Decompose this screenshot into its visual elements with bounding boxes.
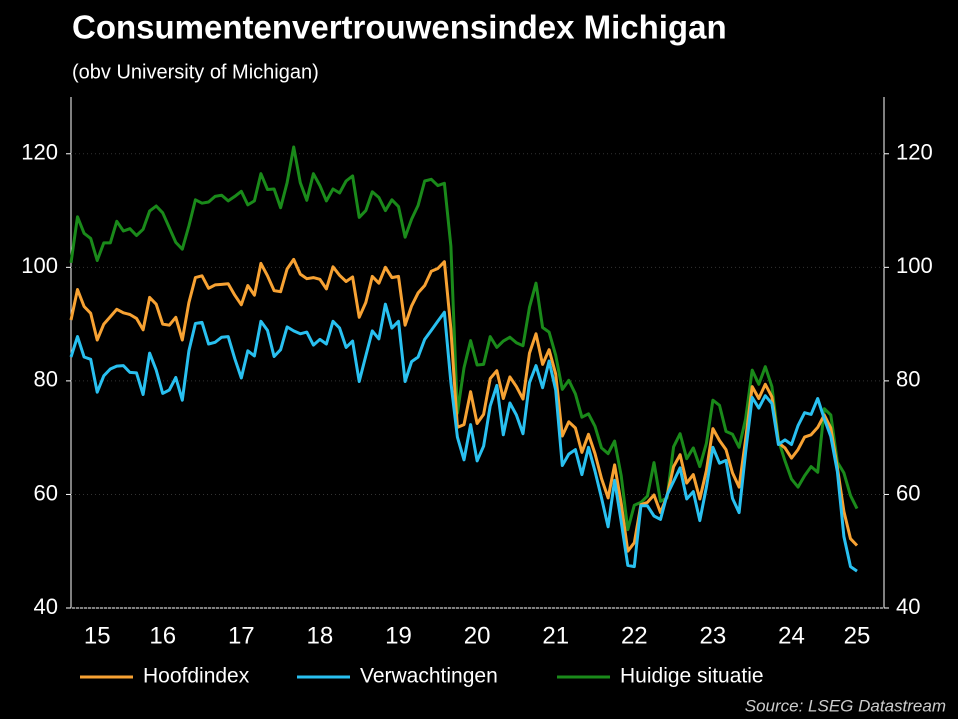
x-tick-label: 23: [700, 622, 727, 649]
legend-label: Hoofdindex: [143, 665, 250, 688]
chart-subtitle: (obv University of Michigan): [72, 61, 319, 83]
y2-tick-label: 40: [896, 594, 920, 619]
y2-tick-label: 80: [896, 367, 920, 392]
series-line: [69, 302, 858, 573]
x-tick-label: 15: [84, 622, 111, 649]
y-tick-label: 40: [34, 594, 58, 619]
y-tick-label: 80: [34, 367, 58, 392]
x-tick-label: 19: [385, 622, 412, 649]
y-tick-label: 60: [34, 480, 58, 505]
chart-title: Consumentenvertrouwensindex Michigan: [72, 9, 727, 46]
y-tick-label: 100: [21, 253, 58, 278]
y-tick-label: 120: [21, 140, 58, 165]
y2-tick-label: 100: [896, 253, 933, 278]
x-tick-label: 22: [621, 622, 648, 649]
series-line: [69, 145, 859, 532]
x-tick-label: 24: [778, 622, 805, 649]
legend-label: Huidige situatie: [620, 665, 764, 688]
x-tick-label: 25: [844, 622, 871, 649]
x-tick-label: 17: [228, 622, 255, 649]
x-tick-label: 20: [464, 622, 491, 649]
legend-label: Verwachtingen: [360, 665, 498, 688]
source: Source: LSEG Datastream: [745, 696, 946, 715]
x-tick-label: 18: [307, 622, 334, 649]
y2-tick-label: 120: [896, 140, 933, 165]
x-tick-label: 21: [542, 622, 569, 649]
x-tick-label: 16: [149, 622, 176, 649]
y2-tick-label: 60: [896, 480, 920, 505]
series-line: [69, 257, 859, 553]
